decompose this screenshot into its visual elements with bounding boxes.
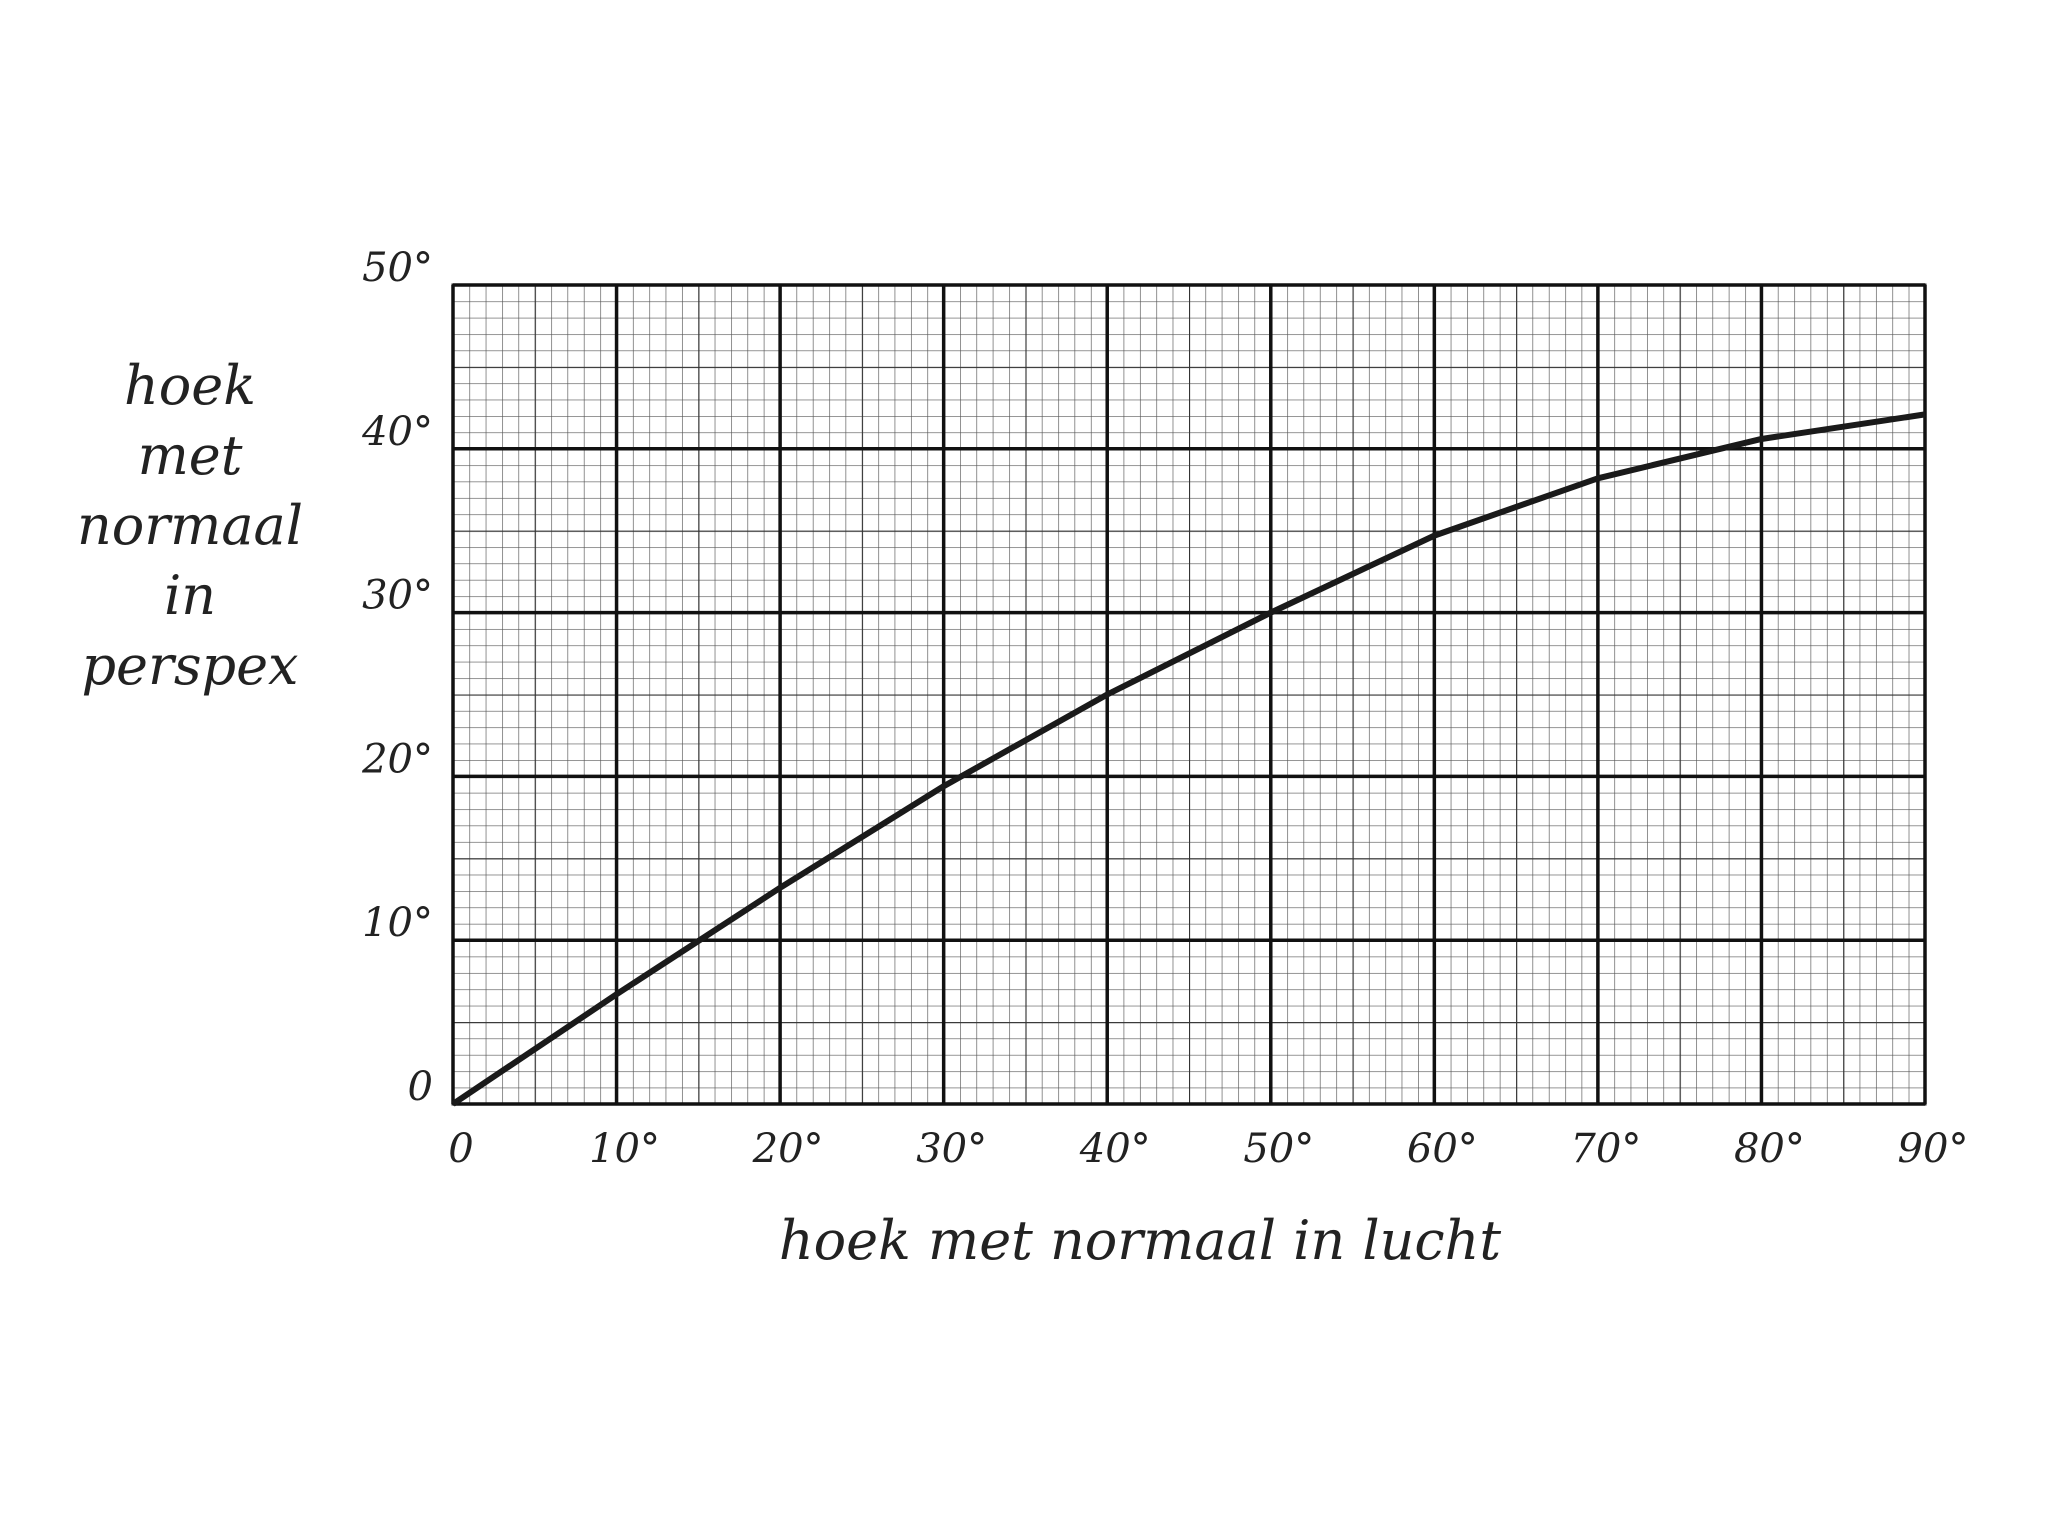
y-tick-label: 20°	[361, 736, 433, 782]
x-tick-label: 40°	[1079, 1126, 1151, 1172]
y-axis-label: in	[164, 564, 216, 627]
y-tick-label: 50°	[362, 245, 433, 291]
y-axis-label: perspex	[81, 634, 298, 697]
x-tick-label: 30°	[916, 1126, 987, 1172]
graph-paper-half	[453, 285, 1925, 1104]
y-tick-label: 30°	[362, 573, 433, 619]
y-axis-label: met	[138, 424, 243, 487]
y-axis-label: normaal	[77, 494, 303, 557]
data-line	[451, 411, 1926, 1107]
x-tick-label: 20°	[752, 1126, 824, 1172]
x-tick-label: 0	[448, 1126, 473, 1172]
x-tick-label: 70°	[1570, 1126, 1641, 1172]
y-tick-label: 40°	[361, 409, 433, 455]
y-tick-label: 10°	[362, 900, 433, 946]
x-tick-label: 50°	[1243, 1126, 1314, 1172]
x-tick-label: 10°	[589, 1126, 660, 1172]
x-tick-label: 90°	[1898, 1126, 1969, 1172]
y-tick-label: 0	[408, 1064, 433, 1110]
x-tick-label: 60°	[1407, 1126, 1478, 1172]
x-tick-label: 80°	[1734, 1126, 1805, 1172]
y-axis-label: hoek	[124, 354, 256, 417]
x-axis-label: hoek met normaal in lucht	[779, 1209, 1502, 1272]
